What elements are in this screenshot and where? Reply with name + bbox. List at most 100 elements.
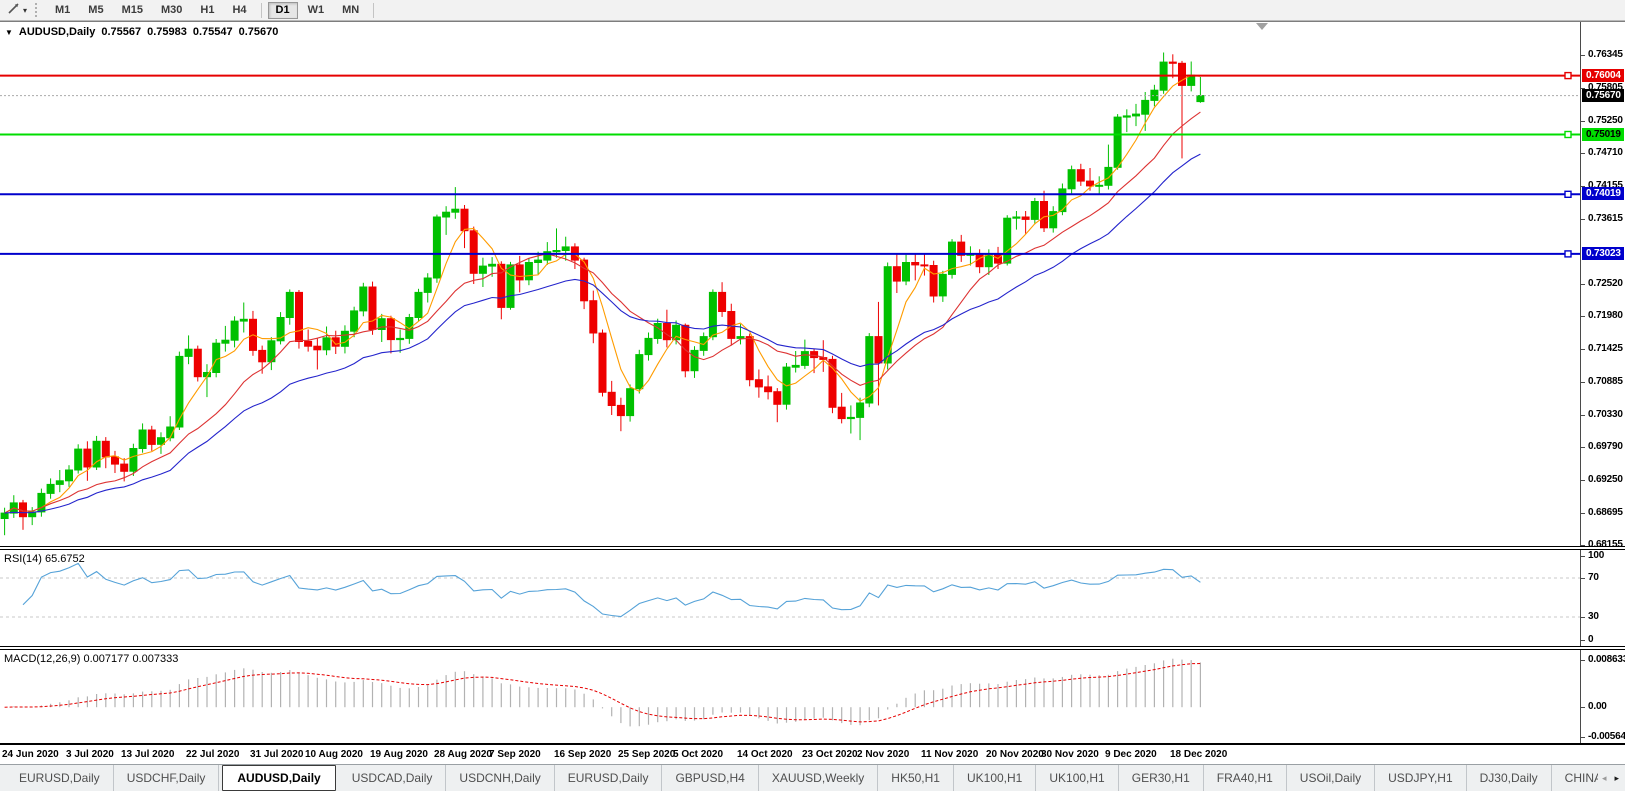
candle-down	[515, 264, 524, 281]
candle-up	[157, 437, 165, 445]
chart-shift-marker-icon[interactable]	[1256, 23, 1268, 30]
chart-tab-ger30-h1[interactable]: GER30,H1	[1119, 765, 1204, 791]
timeframe-button-mn[interactable]: MN	[342, 3, 360, 16]
candle-up	[451, 208, 460, 213]
chart-tab-usdcnh-daily[interactable]: USDCNH,Daily	[446, 765, 555, 791]
macd-axis[interactable]: 0.008633 0.00 -0.005641	[1580, 650, 1625, 743]
chart-tab-fra40-h1[interactable]: FRA40,H1	[1204, 765, 1287, 791]
candle-down	[810, 351, 819, 359]
toolbar-separator	[260, 2, 262, 18]
panel-splitter[interactable]	[0, 646, 1625, 650]
chart-tab-audusd-daily[interactable]: AUDUSD,Daily	[222, 765, 336, 791]
timeframe-button-m5[interactable]: M5	[88, 3, 104, 16]
axis-tick	[1581, 617, 1585, 618]
hline-handle[interactable]	[1564, 190, 1572, 199]
candle-up	[561, 246, 570, 251]
timeframe-button-m1[interactable]: M1	[55, 3, 71, 16]
candle-up	[230, 320, 239, 341]
chart-tab-uk100-h1[interactable]: UK100,H1	[954, 765, 1037, 791]
candle-down	[497, 263, 506, 308]
chart-tab-eurusd-daily[interactable]: EURUSD,Daily	[6, 765, 114, 791]
rsi-panel: RSI(14) 65.6752 100 70 30 0	[0, 550, 1625, 646]
chart-tab-usoil-daily[interactable]: USOil,Daily	[1287, 765, 1376, 791]
timeframe-button-w1[interactable]: W1	[307, 3, 325, 16]
axis-tick	[1581, 660, 1585, 661]
price-badge: 0.75670	[1582, 89, 1624, 102]
candle-up	[322, 337, 331, 351]
candle-up	[534, 259, 543, 264]
candle-down	[460, 208, 469, 232]
timeframe-group: M1 M5 M15 M30 H1 H4 D1 W1 MN	[46, 1, 379, 19]
axis-tick	[1581, 284, 1585, 285]
hline-handle[interactable]	[1564, 71, 1572, 80]
chart-tab-gbpusd-h4[interactable]: GBPUSD,H4	[662, 765, 759, 791]
candle-up	[506, 264, 515, 308]
date-tick-label: 18 Dec 2020	[1170, 749, 1228, 760]
chart-tab-xauusd-weekly[interactable]: XAUUSD,Weekly	[759, 765, 879, 791]
macd-plot[interactable]: MACD(12,26,9) 0.007177 0.007333	[0, 650, 1580, 743]
chart-tab-usdjpy-h1[interactable]: USDJPY,H1	[1375, 765, 1467, 791]
toolbar-grip[interactable]	[35, 3, 39, 17]
timeframe-button-d1[interactable]: D1	[267, 1, 298, 19]
candle-up	[28, 511, 37, 518]
axis-tick	[1581, 640, 1585, 641]
chart-tab-bar: EURUSD,Daily USDCHF,Daily AUDUSD,Daily USDC…	[0, 764, 1625, 791]
toolbar-separator	[373, 2, 375, 18]
axis-tick-label: 0.75805	[1588, 82, 1623, 93]
chart-tab-eurusd-daily[interactable]: EURUSD,Daily	[555, 765, 663, 791]
hline-handle[interactable]	[1564, 130, 1572, 139]
candle-up	[856, 402, 865, 418]
price-chart-plot[interactable]: ▼ AUDUSD,Daily 0.75567 0.75983 0.75547 0…	[0, 22, 1580, 546]
chevron-down-icon[interactable]: ▾	[23, 5, 28, 15]
candle-up	[405, 317, 414, 339]
candle-down	[1040, 201, 1048, 229]
date-tick-label: 19 Aug 2020	[370, 749, 428, 760]
timeframe-button-h1[interactable]: H1	[200, 3, 215, 16]
ohlc-high: 0.75983	[147, 26, 187, 38]
price-badge: 0.73023	[1582, 247, 1624, 260]
axis-tick-label: 0.74155	[1588, 180, 1623, 191]
chart-tab-dj30-daily[interactable]: DJ30,Daily	[1467, 765, 1552, 791]
candle-up	[175, 355, 184, 428]
candle-up	[65, 469, 73, 482]
candle-up	[902, 262, 910, 282]
candle-up	[1104, 166, 1113, 186]
price-axis[interactable]: 0.76345 0.75805 0.75250 0.74710 0.74155 0.736…	[1580, 22, 1625, 550]
dropdown-icon[interactable]: ▼	[5, 27, 13, 37]
axis-tick-label: 0.00	[1588, 701, 1607, 712]
axis-tick	[1581, 349, 1585, 350]
symbol-label: AUDUSD,Daily	[18, 26, 96, 38]
chart-tab-usdcad-daily[interactable]: USDCAD,Daily	[339, 765, 447, 791]
timeframe-button-h4[interactable]: H4	[232, 3, 247, 16]
chart-tab-usdchf-daily[interactable]: USDCHF,Daily	[114, 765, 220, 791]
candle-down	[773, 391, 782, 405]
candle-down	[957, 241, 966, 256]
draw-tool-button[interactable]: ▾	[4, 0, 30, 21]
chart-tab-uk100-h1[interactable]: UK100,H1	[1036, 765, 1119, 791]
candle-down	[589, 300, 598, 334]
candle-down	[745, 336, 754, 381]
chart-tab-hk50-h1[interactable]: HK50,H1	[878, 765, 954, 791]
chart-tab-list: EURUSD,Daily USDCHF,Daily AUDUSD,Daily USDC…	[0, 765, 1625, 791]
candle-down	[754, 379, 763, 388]
candle-down	[193, 348, 202, 378]
axis-tick	[1581, 153, 1585, 154]
rsi-axis[interactable]: 100 70 30 0	[1580, 550, 1625, 646]
candle-up	[184, 348, 193, 357]
panel-splitter[interactable]	[0, 546, 1625, 550]
date-tick-label: 20 Nov 2020	[986, 749, 1044, 760]
axis-tick	[1581, 513, 1585, 514]
hline-handle[interactable]	[1564, 250, 1572, 258]
rsi-label: RSI(14) 65.6752	[4, 553, 85, 565]
axis-tick	[1581, 382, 1585, 383]
candle-up	[377, 318, 386, 331]
rsi-plot[interactable]: RSI(14) 65.6752	[0, 550, 1580, 646]
scroll-left-icon[interactable]: ◂	[1601, 772, 1607, 783]
candle-up	[1003, 217, 1012, 264]
scroll-right-icon[interactable]: ▸	[1614, 772, 1619, 783]
timeframe-button-m15[interactable]: M15	[121, 3, 143, 16]
date-axis[interactable]: 24 Jun 2020 3 Jul 2020 13 Jul 2020 22 Jul 2…	[0, 743, 1625, 764]
candle-up	[340, 330, 349, 347]
timeframe-button-m30[interactable]: M30	[160, 3, 183, 16]
date-tick-label: 7 Sep 2020	[489, 749, 541, 760]
